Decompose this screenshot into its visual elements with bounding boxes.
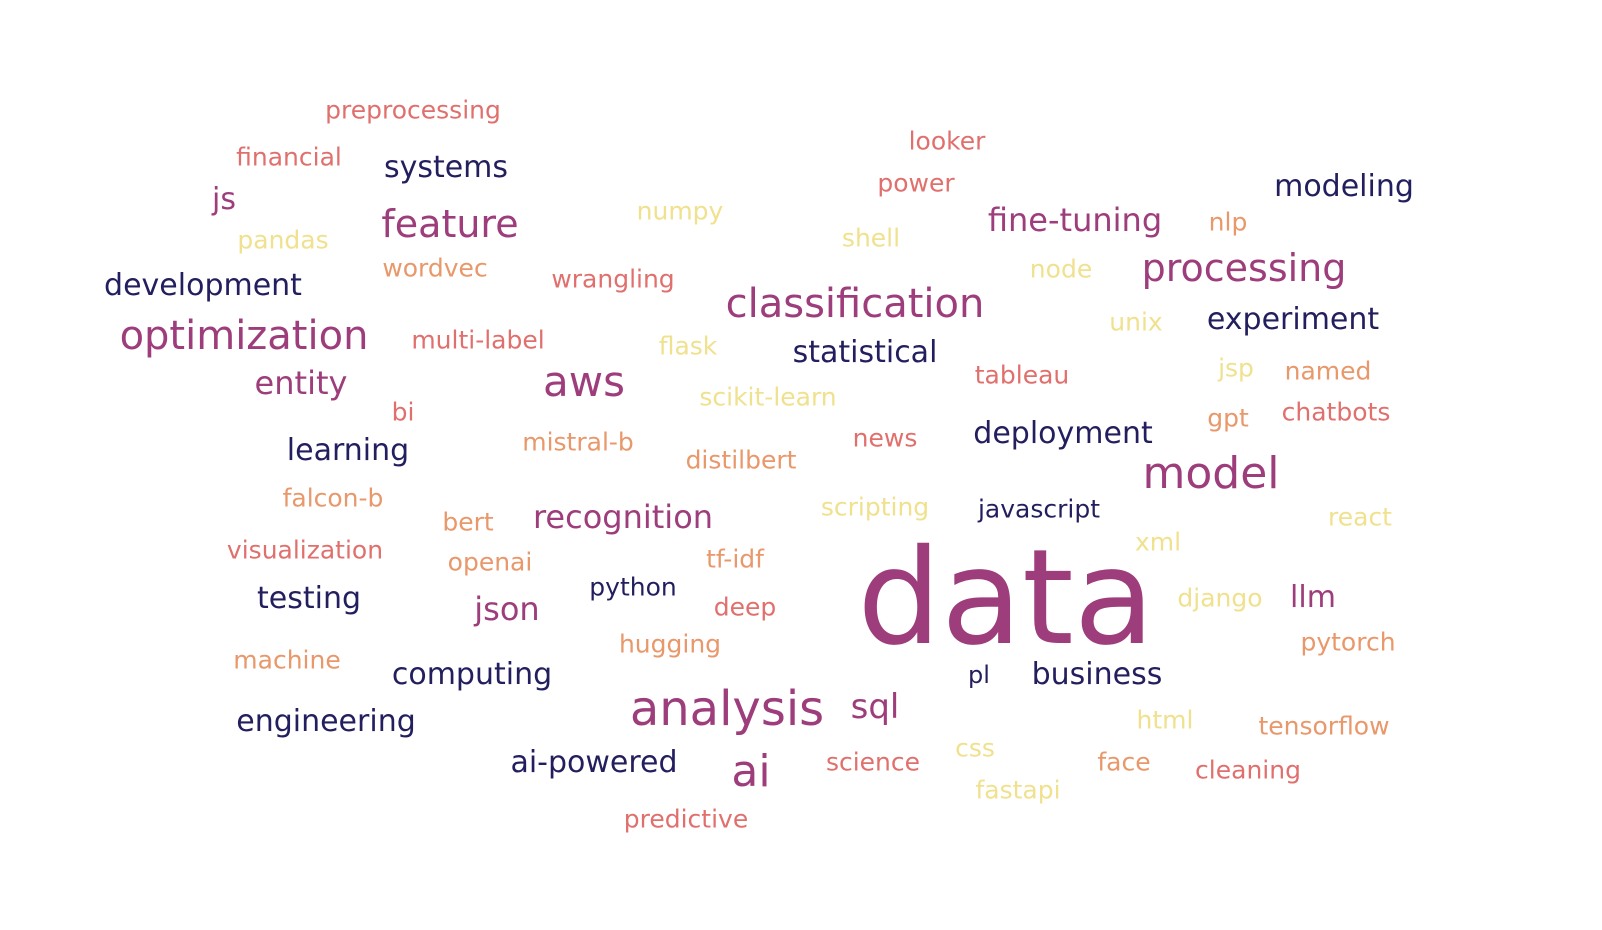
word-unix: unix: [1109, 307, 1163, 337]
word-distilbert: distilbert: [685, 445, 797, 475]
word-ai: ai: [731, 746, 771, 797]
word-data: data: [857, 521, 1155, 675]
word-learning: learning: [286, 433, 410, 468]
word-jsp: jsp: [1218, 353, 1254, 383]
word-css: css: [955, 733, 995, 763]
word-llm: llm: [1290, 580, 1336, 615]
word-react: react: [1328, 502, 1392, 532]
word-tensorflow: tensorflow: [1258, 711, 1390, 741]
word-processing: processing: [1141, 246, 1347, 290]
word-engineering: engineering: [236, 704, 416, 739]
word-scripting: scripting: [820, 492, 930, 522]
word-experiment: experiment: [1206, 302, 1380, 337]
word-html: html: [1136, 705, 1194, 735]
word-openai: openai: [447, 547, 533, 577]
word-deep: deep: [713, 592, 777, 622]
word-recognition: recognition: [532, 498, 714, 536]
word-sql: sql: [850, 687, 900, 727]
word-face: face: [1097, 747, 1151, 777]
word-bi: bi: [391, 397, 415, 427]
word-computing: computing: [391, 657, 553, 692]
word-cleaning: cleaning: [1195, 755, 1301, 785]
word-testing: testing: [256, 581, 362, 616]
word-scikit-learn: scikit-learn: [699, 382, 837, 412]
word-analysis: analysis: [629, 681, 825, 737]
word-xml: xml: [1134, 527, 1182, 557]
word-predictive: predictive: [623, 804, 749, 834]
word-mistral-b: mistral-b: [522, 427, 634, 457]
word-named: named: [1284, 356, 1372, 386]
word-tf-idf: tf-idf: [706, 544, 764, 574]
word-falcon-b: falcon-b: [282, 483, 384, 513]
word-power: power: [877, 168, 955, 198]
word-wordvec: wordvec: [382, 253, 488, 283]
word-node: node: [1029, 254, 1093, 284]
word-gpt: gpt: [1207, 403, 1249, 433]
word-pytorch: pytorch: [1300, 627, 1396, 657]
word-pl: pl: [968, 661, 990, 689]
word-chatbots: chatbots: [1281, 397, 1391, 427]
word-tableau: tableau: [974, 360, 1070, 390]
word-shell: shell: [841, 223, 901, 253]
word-bert: bert: [442, 507, 494, 537]
word-json: json: [474, 590, 540, 628]
word-django: django: [1177, 583, 1263, 613]
word-aws: aws: [543, 357, 625, 406]
word-python: python: [589, 572, 677, 602]
word-entity: entity: [254, 364, 348, 402]
word-classification: classification: [725, 281, 985, 327]
word-modeling: modeling: [1274, 169, 1414, 204]
word-fine-tuning: fine-tuning: [987, 201, 1163, 239]
word-model: model: [1142, 448, 1280, 499]
word-pandas: pandas: [237, 225, 329, 255]
word-preprocessing: preprocessing: [325, 95, 501, 125]
word-financial: financial: [236, 142, 342, 172]
word-optimization: optimization: [119, 313, 369, 359]
word-machine: machine: [233, 645, 341, 675]
word-flask: flask: [658, 331, 718, 361]
word-javascript: javascript: [977, 494, 1101, 524]
word-ai-powered: ai-powered: [510, 745, 678, 780]
word-statistical: statistical: [792, 335, 938, 370]
word-visualization: visualization: [226, 535, 384, 565]
word-news: news: [852, 423, 918, 453]
word-systems: systems: [383, 150, 509, 185]
word-js: js: [212, 182, 236, 217]
word-looker: looker: [908, 126, 986, 156]
word-development: development: [104, 268, 302, 303]
word-multi-label: multi-label: [411, 325, 545, 355]
word-fastapi: fastapi: [975, 775, 1061, 805]
word-wrangling: wrangling: [551, 264, 675, 294]
word-business: business: [1031, 657, 1163, 692]
word-science: science: [825, 747, 921, 777]
word-nlp: nlp: [1208, 207, 1248, 237]
word-feature: feature: [381, 202, 519, 246]
word-hugging: hugging: [618, 629, 722, 659]
word-deployment: deployment: [973, 416, 1153, 451]
word-numpy: numpy: [636, 196, 724, 226]
